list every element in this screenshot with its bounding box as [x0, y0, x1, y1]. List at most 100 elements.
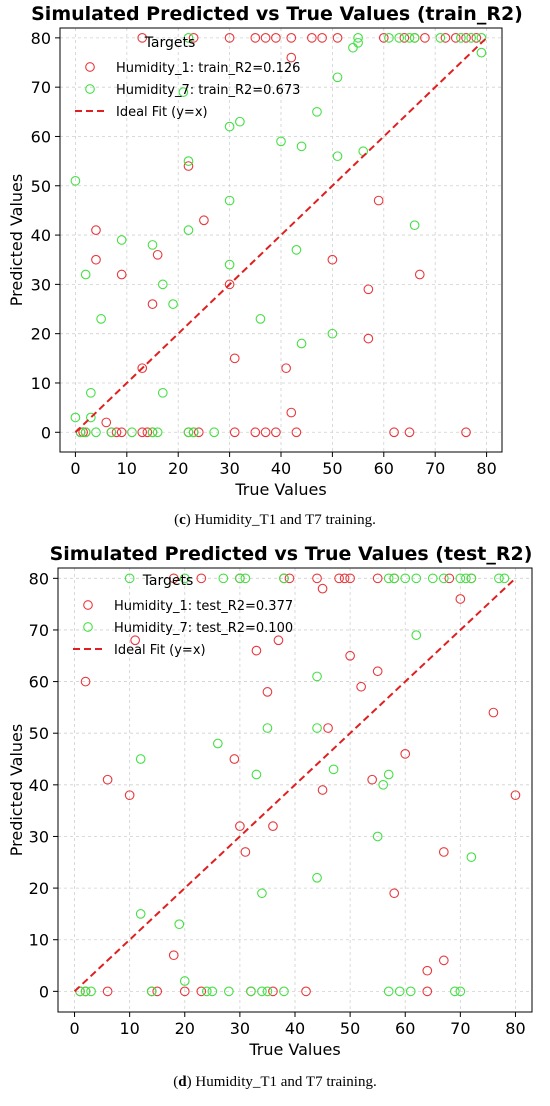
chart-train-svg: Simulated Predicted vs True Values (trai…: [7, 3, 523, 499]
scatter-point-series-2: [353, 37, 363, 48]
legend-label: Ideal Fit (y=x): [116, 105, 208, 120]
scatter-point-series-1: [179, 986, 190, 997]
scatter-point-series-2: [427, 573, 438, 584]
scatter-point-series-2: [499, 573, 510, 584]
scatter-point-series-1: [116, 269, 127, 280]
scatter-point-series-1: [317, 583, 328, 594]
scatter-point-series-1: [137, 33, 148, 43]
legend-label: Humidity_7: test_R2=0.100: [114, 621, 293, 636]
y-tick-label: 40: [29, 776, 49, 795]
scatter-point-series-1: [80, 676, 91, 687]
y-tick-label: 60: [29, 673, 49, 692]
scatter-point-series-2: [449, 986, 460, 997]
scatter-point-series-2: [255, 314, 266, 324]
y-tick-label: 80: [29, 569, 49, 588]
scatter-point-series-2: [157, 279, 168, 290]
x-tick-label: 0: [70, 459, 80, 478]
scatter-point-series-1: [286, 407, 297, 418]
y-tick-label: 60: [31, 127, 51, 146]
scatter-point-series-2: [224, 121, 235, 132]
scatter-point-series-2: [312, 723, 322, 733]
x-tick-label: 40: [285, 1019, 305, 1038]
scatter-point-series-2: [378, 779, 389, 790]
y-axis-label: Predicted Values: [7, 724, 26, 856]
scatter-point-series-2: [312, 872, 322, 883]
scatter-point-series-1: [142, 427, 153, 438]
scatter-point-series-2: [174, 919, 185, 930]
scatter-point-series-1: [224, 33, 235, 43]
scatter-point-series-2: [279, 573, 289, 584]
scatter-point-series-2: [86, 986, 96, 997]
scatter-point-series-1: [363, 333, 374, 344]
y-tick-label: 40: [31, 226, 51, 245]
x-axis-label: True Values: [234, 480, 326, 499]
scatter-point-series-1: [450, 33, 461, 43]
chart-title: Simulated Predicted vs True Values (test…: [50, 543, 533, 565]
scatter-point-series-2: [209, 427, 220, 438]
legend-label: Ideal Fit (y=x): [114, 643, 206, 658]
scatter-point-series-1: [461, 33, 471, 43]
scatter-point-series-2: [312, 671, 322, 682]
scatter-point-series-1: [168, 950, 179, 961]
scatter-point-series-1: [240, 847, 251, 857]
scatter-point-series-2: [383, 986, 394, 997]
scatter-point-series-1: [281, 363, 291, 374]
caption-c-label: c: [179, 512, 186, 528]
scatter-point-series-2: [383, 769, 394, 780]
x-tick-label: 60: [374, 459, 394, 478]
scatter-point-series-1: [235, 821, 245, 831]
scatter-point-series-1: [440, 33, 451, 43]
x-tick-label: 40: [271, 459, 291, 478]
scatter-point-series-2: [409, 220, 420, 231]
scatter-point-series-1: [78, 427, 88, 438]
caption-d-text: Humidity_T1 and T7 training.: [195, 1074, 377, 1090]
caption-d: (d) Humidity_T1 and T7 training.: [173, 1074, 377, 1090]
scatter-point-series-2: [409, 33, 420, 43]
x-axis-label: True Values: [248, 1040, 340, 1059]
chart-panel-train: Simulated Predicted vs True Values (trai…: [0, 0, 550, 530]
scatter-point-series-2: [235, 573, 245, 584]
ideal-fit-line: [73, 577, 517, 993]
scatter-point-series-1: [317, 33, 327, 43]
y-tick-label: 0: [41, 423, 51, 442]
scatter-point-series-1: [444, 573, 455, 584]
scatter-point-series-1: [327, 254, 338, 265]
scatter-point-series-2: [312, 106, 322, 117]
scatter-point-series-2: [435, 33, 446, 43]
scatter-point-series-1: [101, 417, 112, 428]
scatter-point-series-2: [279, 986, 289, 997]
scatter-point-series-2: [146, 986, 157, 997]
scatter-point-series-2: [85, 387, 96, 398]
legend-title: Targets: [142, 573, 194, 589]
scatter-point-series-2: [218, 573, 229, 584]
scatter-point-series-1: [312, 573, 322, 584]
scatter-point-series-1: [188, 33, 199, 43]
scatter-point-series-1: [420, 33, 430, 43]
scatter-point-series-2: [384, 33, 394, 43]
scatter-point-series-2: [438, 573, 449, 584]
scatter-point-series-1: [152, 986, 163, 997]
scatter-point-series-1: [229, 353, 240, 364]
scatter-point-series-1: [471, 33, 482, 43]
scatter-point-series-1: [130, 635, 141, 646]
scatter-point-series-2: [235, 116, 245, 127]
scatter-point-series-1: [414, 269, 425, 280]
scatter-point-series-1: [229, 754, 240, 764]
scatter-point-series-2: [389, 573, 400, 584]
scatter-point-series-1: [124, 790, 135, 801]
scatter-point-series-1: [422, 965, 433, 976]
y-tick-label: 70: [31, 78, 51, 97]
scatter-point-series-2: [135, 754, 146, 764]
x-tick-label: 20: [175, 1019, 195, 1038]
scatter-point-series-2: [348, 42, 358, 53]
scatter-point-series-2: [327, 328, 338, 339]
scatter-point-series-1: [183, 161, 194, 171]
scatter-point-series-2: [80, 269, 91, 280]
ideal-fit-line: [74, 37, 488, 434]
scatter-point-series-2: [246, 986, 256, 997]
scatter-point-series-2: [466, 573, 477, 584]
scatter-point-series-1: [291, 427, 302, 438]
scatter-point-series-1: [373, 195, 384, 206]
scatter-point-series-1: [250, 33, 261, 43]
scatter-point-series-2: [224, 986, 234, 997]
